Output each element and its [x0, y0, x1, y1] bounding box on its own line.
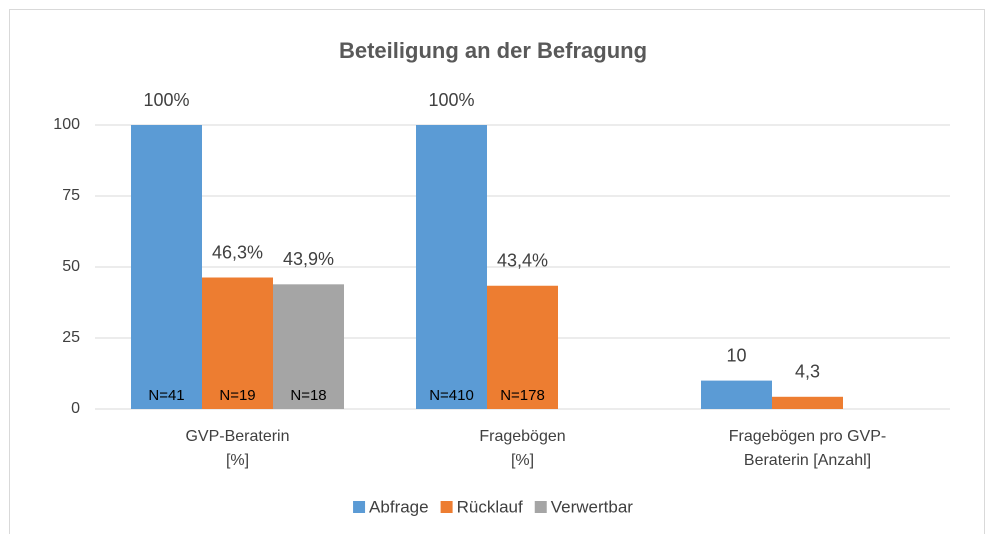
y-tick-label: 75 [62, 187, 80, 204]
n-label: N=410 [429, 387, 474, 404]
n-label: N=18 [290, 387, 326, 404]
value-label: 43,9% [283, 249, 334, 269]
y-tick-label: 100 [53, 116, 80, 133]
y-tick-label: 50 [62, 258, 80, 275]
legend-swatch [353, 501, 366, 513]
legend-label: Verwertbar [551, 497, 634, 516]
value-label: 100% [428, 90, 474, 110]
bar [273, 284, 344, 409]
y-tick-label: 0 [71, 400, 80, 417]
x-tick-label: Fragebögen [479, 428, 565, 445]
legend-label: Rücklauf [457, 497, 523, 516]
y-tick-label: 25 [62, 329, 80, 346]
value-label: 4,3 [795, 362, 820, 382]
n-label: N=41 [148, 387, 184, 404]
bar [701, 380, 772, 409]
legend-swatch [440, 501, 453, 513]
value-label: 100% [143, 90, 189, 110]
value-label: 10 [726, 345, 746, 365]
value-label: 43,4% [497, 250, 548, 270]
bar [202, 277, 273, 409]
bar [131, 125, 202, 409]
x-tick-label: Beraterin [Anzahl] [744, 452, 871, 469]
x-tick-label: Fragebögen pro GVP- [729, 428, 886, 445]
legend-label: Abfrage [369, 497, 429, 516]
bar [416, 125, 487, 409]
bar [772, 396, 843, 409]
x-tick-label: [%] [226, 452, 249, 469]
chart-title: Beteiligung an der Befragung [339, 38, 647, 63]
bar [487, 285, 558, 409]
x-tick-label: [%] [511, 452, 534, 469]
n-label: N=178 [500, 387, 545, 404]
value-label: 46,3% [212, 242, 263, 262]
n-label: N=19 [219, 387, 255, 404]
legend-swatch [534, 501, 547, 513]
x-tick-label: GVP-Beraterin [185, 428, 289, 445]
